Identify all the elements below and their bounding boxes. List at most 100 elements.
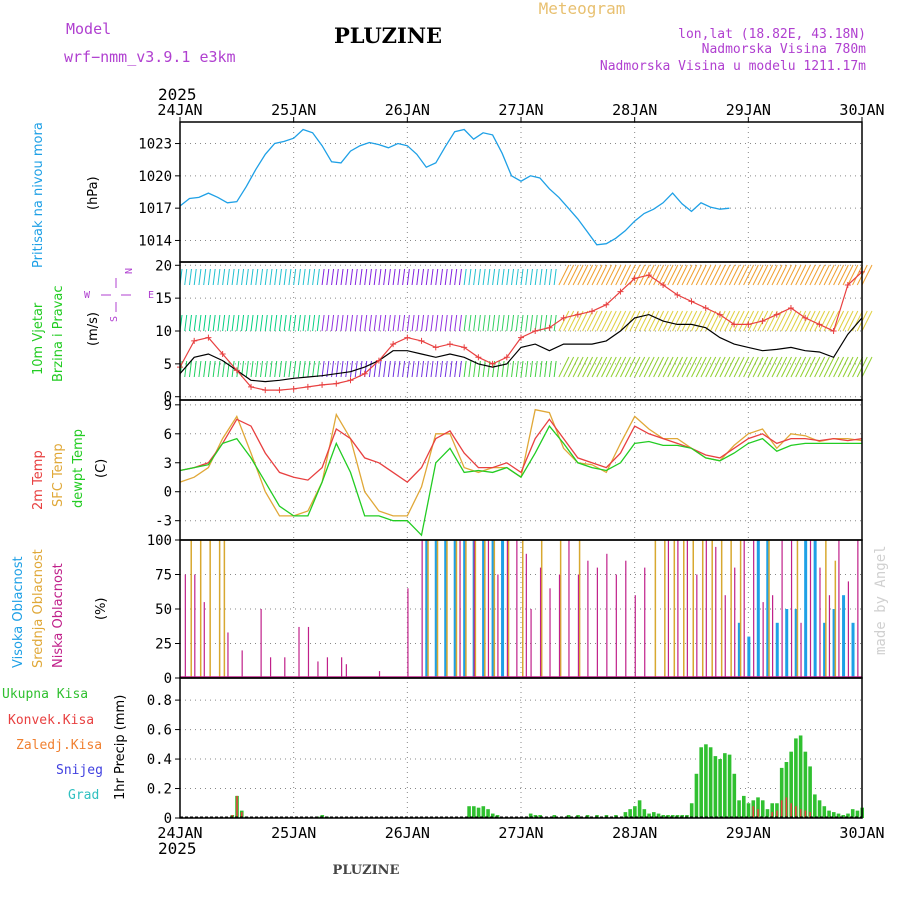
gust-marker bbox=[248, 383, 255, 390]
low-cloud-bar bbox=[506, 540, 508, 678]
wind-barb bbox=[425, 360, 429, 378]
wind-barb bbox=[795, 310, 807, 332]
wind-barb bbox=[350, 314, 353, 332]
wind-barb bbox=[719, 356, 731, 378]
wind-barb bbox=[264, 314, 268, 332]
wind-barb bbox=[615, 264, 627, 286]
wind-barb bbox=[250, 314, 254, 332]
wind-barb bbox=[236, 360, 240, 378]
sfc-temp-axis-label: SFC Temp bbox=[51, 443, 66, 507]
gust-marker bbox=[375, 357, 382, 364]
wind-barb bbox=[345, 314, 349, 332]
mid-cloud-bar bbox=[664, 540, 666, 678]
y-tick-label: 0.2 bbox=[147, 782, 172, 798]
snow-label: Snijeg bbox=[56, 763, 103, 778]
wind-barb bbox=[482, 268, 486, 286]
wind-barb bbox=[515, 360, 519, 378]
total-precip-bar bbox=[486, 809, 490, 818]
mid-cloud-bar bbox=[446, 540, 448, 678]
wind-barb bbox=[624, 356, 636, 378]
low-cloud-bar bbox=[587, 560, 589, 678]
wind-barb bbox=[212, 314, 216, 332]
wind-barb bbox=[454, 360, 458, 378]
total-precip-bar bbox=[741, 795, 746, 818]
total-precip-bar bbox=[628, 809, 632, 818]
wind-barb bbox=[762, 264, 773, 286]
wind-barb bbox=[620, 310, 631, 332]
low-cloud-bar bbox=[715, 546, 717, 678]
mid-cloud-bar bbox=[730, 540, 732, 678]
high-cloud-bar bbox=[434, 540, 438, 678]
wind-barb bbox=[288, 360, 292, 378]
wind-barb bbox=[615, 310, 627, 332]
wind-barb bbox=[321, 360, 325, 378]
mid-cloud-bar bbox=[540, 540, 543, 678]
day-label-bottom: 28JAN bbox=[612, 824, 657, 842]
wind-barb bbox=[577, 356, 589, 378]
wind-barb bbox=[539, 268, 543, 286]
total-precip-bar bbox=[746, 803, 751, 818]
conv-precip-bar bbox=[790, 803, 792, 818]
wind-barb bbox=[695, 310, 707, 332]
total-precip-bar bbox=[467, 806, 471, 818]
wind-barb bbox=[250, 360, 254, 378]
wind-barb bbox=[662, 356, 674, 378]
wind-barb bbox=[586, 310, 598, 332]
wind-barb bbox=[572, 356, 584, 378]
wind-barb bbox=[563, 264, 575, 286]
gust-marker bbox=[347, 377, 354, 384]
wind-barb bbox=[781, 264, 792, 286]
wind-barb bbox=[350, 360, 353, 378]
wind-barb bbox=[582, 310, 594, 332]
low-cloud-bar bbox=[227, 632, 229, 678]
compass-south: S bbox=[109, 316, 120, 322]
total-precip-bar bbox=[789, 751, 793, 818]
wind-barb bbox=[359, 360, 363, 378]
wind-barb bbox=[383, 360, 387, 378]
wind-barb bbox=[676, 356, 688, 378]
gust-marker bbox=[759, 318, 766, 325]
wind-barb bbox=[245, 268, 249, 286]
wind-barb bbox=[799, 310, 811, 332]
wind-barb bbox=[686, 356, 698, 378]
wind-barb bbox=[288, 268, 292, 286]
wind-barb bbox=[425, 314, 429, 332]
low-cloud-bar bbox=[625, 560, 627, 678]
gust-marker bbox=[489, 360, 496, 367]
wind-barb bbox=[487, 314, 491, 332]
total-precip-bar bbox=[694, 773, 699, 818]
low-cloud-bar bbox=[341, 657, 343, 678]
wind-barb bbox=[449, 314, 453, 332]
wind-barb bbox=[222, 268, 226, 286]
wind-barb bbox=[790, 264, 802, 286]
wind-barb bbox=[444, 314, 448, 332]
wind-barb bbox=[236, 314, 240, 332]
wind-barb bbox=[312, 360, 316, 378]
wind-barb bbox=[226, 314, 230, 332]
total-precip-bar bbox=[528, 813, 533, 818]
total-precip-bar bbox=[704, 744, 708, 818]
y-tick-label: 25 bbox=[155, 637, 172, 653]
mid-cloud-bar bbox=[768, 540, 770, 678]
wind-barb bbox=[814, 310, 826, 332]
low-cloud-bar bbox=[184, 574, 186, 678]
total-precip-bar bbox=[633, 806, 637, 818]
wind-barb bbox=[511, 314, 515, 332]
wind-barb bbox=[368, 268, 372, 286]
wind-barb bbox=[724, 356, 736, 378]
total-precip-bar bbox=[661, 815, 666, 818]
wind-barb bbox=[255, 360, 259, 378]
total-precip-label: Ukupna Kisa bbox=[2, 687, 88, 702]
year-top: 2025 bbox=[158, 85, 197, 104]
gust-marker bbox=[617, 288, 624, 295]
compass-east: E bbox=[148, 290, 154, 301]
low-cloud-bar bbox=[497, 574, 499, 678]
high-cloud-bar bbox=[785, 609, 789, 678]
wind-barb bbox=[567, 356, 579, 378]
wind-barb bbox=[402, 268, 406, 286]
wind-compass: N W E S bbox=[84, 268, 154, 322]
wind-barb bbox=[567, 264, 579, 286]
day-label-top: 27JAN bbox=[498, 101, 543, 119]
conv-precip-bar bbox=[240, 812, 243, 818]
wind-barb bbox=[847, 356, 859, 378]
